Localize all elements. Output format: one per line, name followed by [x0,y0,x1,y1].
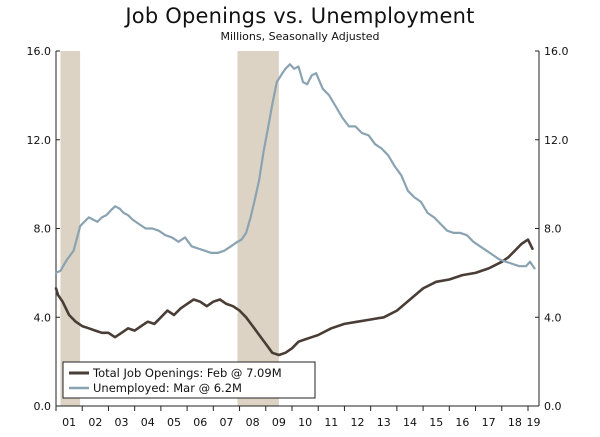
x-tick-label: 11 [324,416,338,429]
y-tick-label-right: 4.0 [544,311,562,324]
legend-label: Unemployed: Mar @ 6.2M [93,381,242,395]
chart-axes: 0.0 0.0 4.0 4.0 8.0 8.0 12.0 12.0 16.0 16.0 01 02 03… [27,45,569,429]
recession-bands [60,51,279,406]
x-tick-label: 12 [351,416,365,429]
x-tick-label: 08 [246,416,260,429]
chart-subtitle: Millions, Seasonally Adjusted [220,30,380,43]
x-tick-label: 14 [403,416,417,429]
x-tick-label: 06 [193,416,207,429]
x-tick-label: 13 [377,416,391,429]
series-line-job-openings [54,238,534,357]
x-tick-label: 02 [88,416,102,429]
x-tick-label: 18 [508,416,522,429]
y-tick-label-left: 12.0 [27,134,52,147]
x-tick-label: 04 [141,416,155,429]
x-tick-label: 07 [219,416,233,429]
y-tick-label-right: 12.0 [544,134,569,147]
x-tick-label: 03 [115,416,129,429]
chart-series [54,63,536,357]
x-tick-label: 09 [272,416,286,429]
recession-band-1 [60,51,81,406]
x-tick-label: 19 [526,416,540,429]
y-tick-label-left: 8.0 [34,223,52,236]
x-tick-label: 16 [455,416,469,429]
chart-legend: Total Job Openings: Feb @ 7.09MUnemploye… [62,361,316,399]
chart-title: Job Openings vs. Unemployment [125,4,475,28]
y-tick-label-right: 16.0 [544,45,569,58]
legend-label: Total Job Openings: Feb @ 7.09M [92,366,282,380]
y-tick-label-left: 0.0 [34,400,52,413]
y-tick-label-left: 4.0 [34,311,52,324]
legend-box [62,361,316,399]
y-tick-label-right: 0.0 [544,400,562,413]
x-tick-label: 15 [429,416,443,429]
x-tick-label: 10 [298,416,312,429]
series-line-unemployed [54,63,536,274]
x-tick-label: 05 [167,416,181,429]
y-tick-label-right: 8.0 [544,223,562,236]
x-tick-label: 17 [482,416,496,429]
y-tick-label-left: 16.0 [27,45,52,58]
x-tick-label: 01 [62,416,76,429]
